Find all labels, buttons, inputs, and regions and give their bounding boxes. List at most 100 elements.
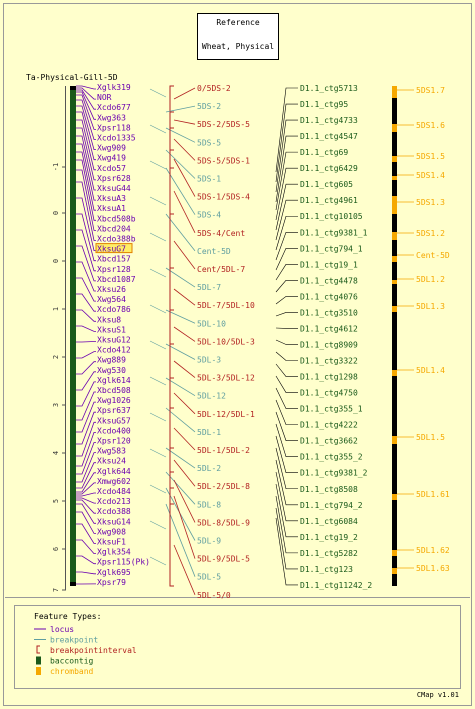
contig-label[interactable]: D1.1_ctg123 [300, 565, 353, 574]
map-title[interactable]: Ta-Physical-Gill-5D [26, 73, 118, 82]
locus-label[interactable]: Xwg419 [97, 154, 126, 163]
breakpoint-label[interactable]: Cent-5D [197, 247, 231, 256]
breakpoint-label[interactable]: 5DS-1 [197, 175, 221, 184]
locus-label[interactable]: Xpsr628 [97, 174, 131, 183]
breakpoint-label[interactable]: 5DL-5 [197, 573, 221, 582]
interval-bracket[interactable] [169, 267, 174, 311]
breakpoint-label[interactable]: 5DL-10 [197, 319, 226, 328]
reference-box[interactable] [197, 13, 279, 60]
contig-label[interactable]: D1.1_ctg9381_2 [300, 469, 368, 478]
locus-label[interactable]: XksuF1 [97, 538, 126, 547]
contig-label[interactable]: D1.1_ctg95 [300, 100, 348, 109]
locus-label[interactable]: Xpsr637 [97, 406, 131, 415]
locus-label[interactable]: Xwg530 [97, 366, 126, 375]
contig-label[interactable]: D1.1_ctg6429 [300, 164, 358, 173]
locus-label[interactable]: Xbcd508b [97, 214, 136, 223]
contig-label[interactable]: D1.1_ctg3510 [300, 308, 358, 317]
contig-label[interactable]: D1.1_ctg11242_2 [300, 581, 372, 590]
locus-label[interactable]: Xglk319 [97, 83, 131, 92]
contig-label[interactable]: D1.1_ctg355_2 [300, 453, 363, 462]
locus-label[interactable]: Xmwg602 [97, 477, 131, 486]
contig-label[interactable]: D1.1_ctg8508 [300, 485, 358, 494]
locus-label[interactable]: XksuA1 [97, 204, 126, 213]
chromband-label[interactable]: 5DS1.4 [416, 171, 445, 180]
locus-label[interactable]: XksuG12 [97, 336, 131, 345]
contig-label[interactable]: D1.1_ctg19_2 [300, 533, 358, 542]
locus-label[interactable]: XksuS1 [97, 325, 126, 334]
locus-label[interactable]: Xwg889 [97, 356, 126, 365]
contig-label[interactable]: D1.1_ctg605 [300, 180, 353, 189]
breakpoint-label[interactable]: 5DL-8 [197, 500, 221, 509]
contig-label[interactable]: D1.1_ctg1298 [300, 373, 358, 382]
contig-label[interactable]: D1.1_ctg3662 [300, 437, 358, 446]
locus-label[interactable]: Xglk614 [97, 376, 131, 385]
interval-bracket[interactable] [169, 503, 174, 587]
chromband-label[interactable]: 5DS1.2 [416, 229, 445, 238]
interval-label[interactable]: 5DS-4/Cent [197, 229, 245, 238]
chromband-label[interactable]: 5DL1.63 [416, 564, 450, 573]
interval-label[interactable]: 5DL-10/5DL-3 [197, 337, 255, 346]
locus-label[interactable]: Xcdo1335 [97, 134, 136, 143]
chromband-label[interactable]: 5DS1.3 [416, 198, 445, 207]
interval-bracket[interactable] [169, 309, 174, 345]
locus-label[interactable]: XksuG57 [97, 416, 131, 425]
breakpoint-label[interactable]: 5DL-9 [197, 537, 221, 546]
contig-label[interactable]: D1.1_ctg355_1 [300, 405, 363, 414]
locus-label[interactable]: Xpsr120 [97, 437, 131, 446]
locus-label[interactable]: Xcdo677 [97, 103, 131, 112]
locus-label[interactable]: Xcdo412 [97, 346, 131, 355]
locus-label[interactable]: Xpsr115(Pk) [97, 558, 150, 567]
breakpoint-label[interactable]: 5DL-12 [197, 392, 226, 401]
interval-label[interactable]: 5DL-5/0 [197, 591, 231, 600]
locus-label[interactable]: Xwg908 [97, 527, 126, 536]
interval-label[interactable]: 5DL-3/5DL-12 [197, 374, 255, 383]
locus-label[interactable]: Xcdo484 [97, 487, 131, 496]
contig-label[interactable]: D1.1_ctg4750 [300, 389, 358, 398]
chromosome-bar[interactable] [70, 86, 76, 586]
contig-label[interactable]: D1.1_ctg9381_1 [300, 228, 368, 237]
contig-label[interactable]: D1.1_ctg10105 [300, 212, 363, 221]
chromband-label[interactable]: 5DS1.5 [416, 152, 445, 161]
locus-label[interactable]: Xksu24 [97, 457, 126, 466]
chromband-label[interactable]: 5DL1.4 [416, 366, 445, 375]
contig-label[interactable]: D1.1_ctg69 [300, 148, 348, 157]
interval-label[interactable]: 5DL-2/5DL-8 [197, 482, 250, 491]
locus-label[interactable]: Xwg909 [97, 144, 126, 153]
breakpoint-label[interactable]: 5DL-7 [197, 283, 221, 292]
locus-label[interactable]: XksuG7 [97, 245, 126, 254]
locus-label[interactable]: Xwg583 [97, 447, 126, 456]
locus-label[interactable]: Xwg363 [97, 113, 126, 122]
contig-label[interactable]: D1.1_ctg3322 [300, 357, 358, 366]
chromband-label[interactable]: 5DS1.7 [416, 86, 445, 95]
contig-label[interactable]: D1.1_ctg794_2 [300, 501, 363, 510]
locus-label[interactable]: Xpsr118 [97, 123, 131, 132]
interval-label[interactable]: 0/5DS-2 [197, 84, 231, 93]
locus-label[interactable]: Xcdo388b [97, 235, 136, 244]
interval-label[interactable]: 5DS-2/5DS-5 [197, 120, 250, 129]
interval-label[interactable]: 5DL-1/5DL-2 [197, 446, 250, 455]
locus-label[interactable]: Xksu26 [97, 285, 126, 294]
locus-label[interactable]: Xpsr79 [97, 578, 126, 587]
chromband-label[interactable]: Cent-5D [416, 251, 450, 260]
locus-label[interactable]: XksuA3 [97, 194, 126, 203]
locus-label[interactable]: Xbcd204 [97, 224, 131, 233]
locus-label[interactable]: Xcdo57 [97, 164, 126, 173]
breakpoint-label[interactable]: 5DL-1 [197, 428, 221, 437]
contig-label[interactable]: D1.1_ctg4733 [300, 116, 358, 125]
breakpoint-label[interactable]: 5DS-4 [197, 211, 221, 220]
chromband-label[interactable]: 5DL1.3 [416, 302, 445, 311]
interval-label[interactable]: 5DS-5/5DS-1 [197, 156, 250, 165]
breakpoint-label[interactable]: 5DS-5 [197, 138, 221, 147]
interval-label[interactable]: 5DL-8/5DL-9 [197, 518, 250, 527]
contig-label[interactable]: D1.1_ctg794_1 [300, 244, 363, 253]
interval-label[interactable]: 5DL-12/5DL-1 [197, 410, 255, 419]
locus-label[interactable]: Xcdo388 [97, 507, 131, 516]
locus-label[interactable]: Xglk644 [97, 467, 131, 476]
locus-label[interactable]: Xbcd157 [97, 255, 131, 264]
locus-label[interactable]: Xbcd1087 [97, 275, 136, 284]
locus-label[interactable]: XksuG44 [97, 184, 131, 193]
locus-label[interactable]: Xcdo213 [97, 497, 131, 506]
chromband-label[interactable]: 5DL1.61 [416, 490, 450, 499]
locus-label[interactable]: Xglk354 [97, 548, 131, 557]
locus-label[interactable]: Xwg1026 [97, 396, 131, 405]
